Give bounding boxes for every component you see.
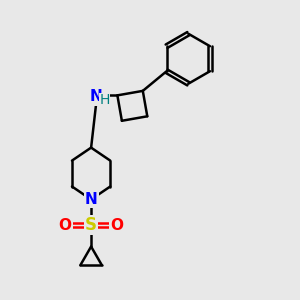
Text: S: S (85, 216, 97, 234)
Text: N: N (85, 192, 98, 207)
Text: N: N (90, 89, 103, 104)
Text: H: H (99, 93, 110, 107)
Text: O: O (59, 218, 72, 232)
Text: O: O (110, 218, 124, 232)
